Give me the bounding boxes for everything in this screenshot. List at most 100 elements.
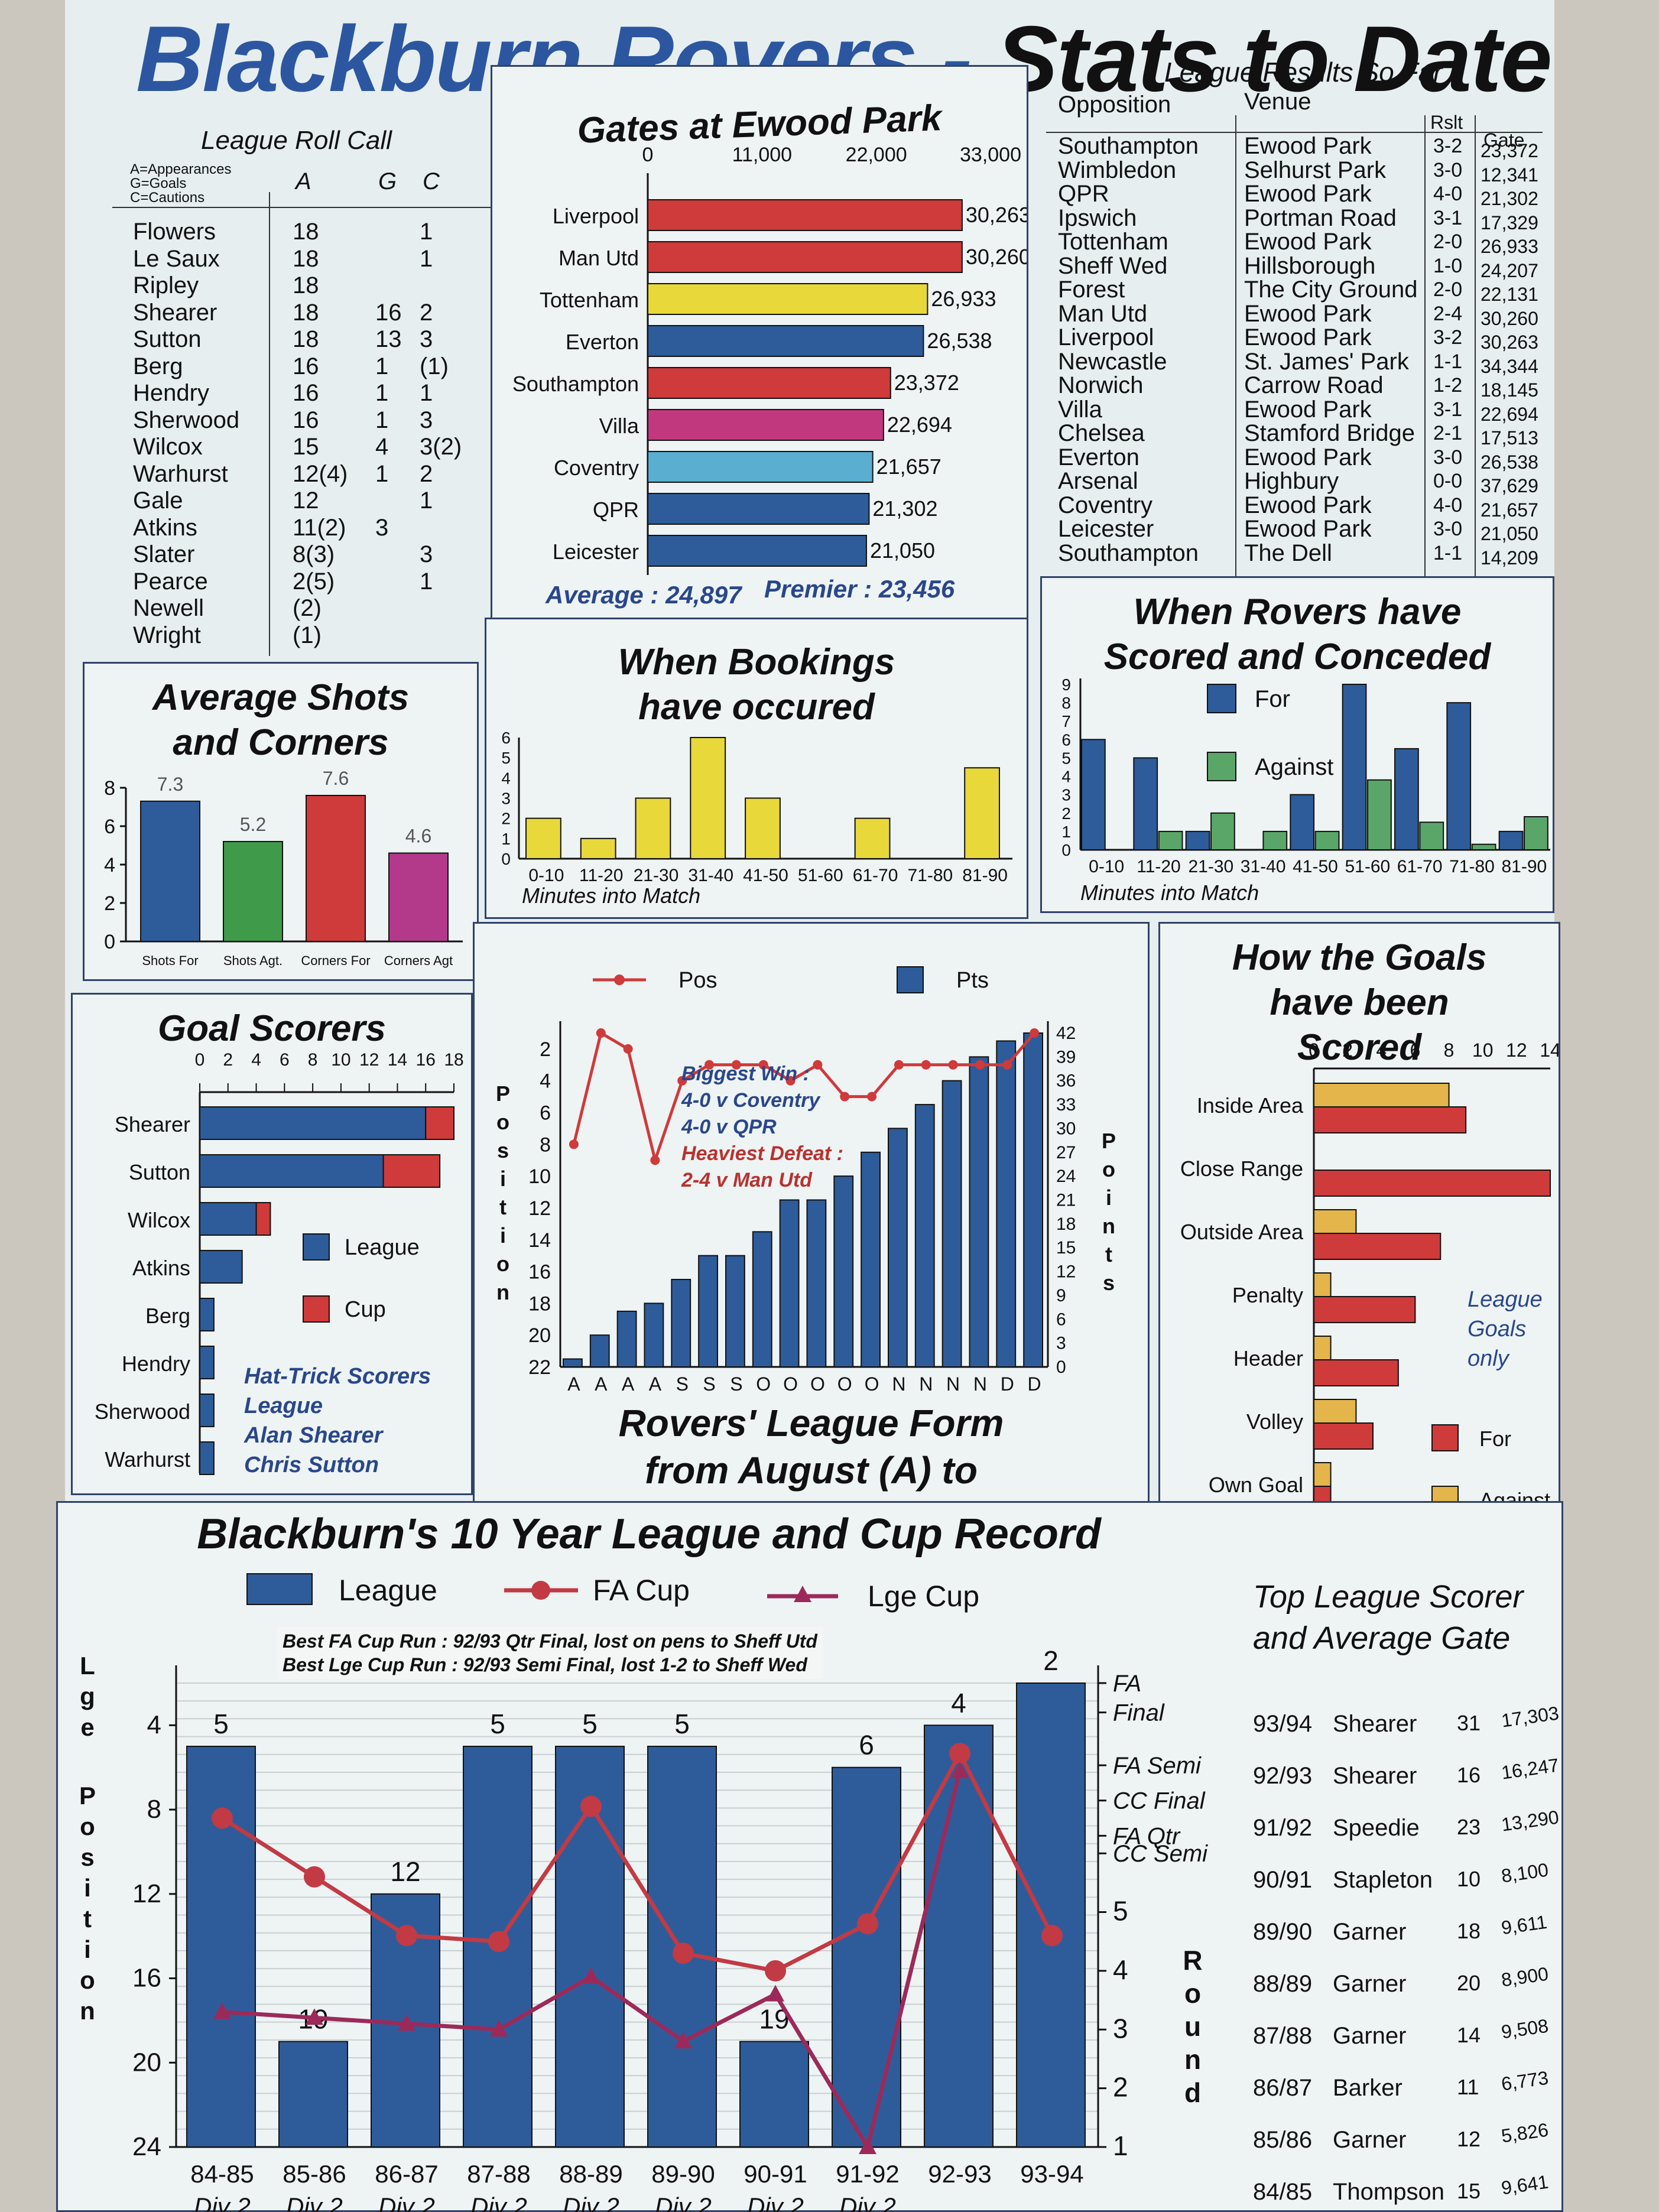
form-position-point bbox=[704, 1060, 715, 1070]
hat-trick-line-3: Chris Sutton bbox=[244, 1453, 379, 1477]
ten-left-title-letter: t bbox=[83, 1905, 92, 1932]
form-right-axis-title-letter: t bbox=[1105, 1242, 1112, 1266]
top-scorer-name: Shearer bbox=[1333, 1763, 1417, 1789]
roll-goals: 13 bbox=[375, 326, 402, 352]
result-gate: 34,344 bbox=[1481, 355, 1538, 377]
result-venue: Ewood Park bbox=[1244, 229, 1372, 255]
form-legend-pos-point bbox=[614, 975, 625, 985]
result-opposition: Liverpool bbox=[1058, 324, 1154, 350]
roll-cautions: 1 bbox=[420, 245, 433, 272]
result-gate: 21,302 bbox=[1481, 188, 1538, 209]
hat-trick-line-0: Hat-Trick Scorers bbox=[244, 1364, 431, 1389]
result-score: 3-1 bbox=[1433, 206, 1463, 229]
result-gate: 26,538 bbox=[1481, 451, 1538, 473]
form-position-point bbox=[867, 1092, 877, 1102]
how-goals-chart: 0 2 4 6 8 10 12 14 Inside Area Close Range Outside… bbox=[1180, 1040, 1559, 1521]
ten-left-title-letter: P bbox=[79, 1782, 96, 1810]
scored-bar-against bbox=[1158, 830, 1183, 850]
ten-year-panel: Blackburn's 10 Year League and Cup Recor… bbox=[56, 1501, 1563, 2212]
shots-category: Corners Agt bbox=[384, 953, 453, 968]
roll-call-legend-0: A=Appearances bbox=[130, 161, 232, 177]
result-opposition: Man Utd bbox=[1058, 300, 1148, 327]
form-position-point bbox=[975, 1060, 985, 1070]
result-venue: Ewood Park bbox=[1244, 133, 1372, 159]
how-category: Inside Area bbox=[1197, 1093, 1304, 1118]
scorers-bar-league bbox=[199, 1154, 384, 1188]
roll-apps: 18 bbox=[293, 272, 319, 298]
ten-fa-cup-point bbox=[857, 1913, 878, 1935]
how-category: Header bbox=[1233, 1346, 1303, 1370]
result-score: 1-0 bbox=[1433, 254, 1463, 277]
roll-apps: 8(3) bbox=[293, 541, 335, 567]
form-x-label: D bbox=[1001, 1373, 1014, 1395]
scored-bar-against bbox=[1419, 821, 1444, 851]
ten-lge-cup-point bbox=[674, 2032, 692, 2049]
ten-lge-cup-point bbox=[490, 2020, 508, 2037]
roll-goals: 3 bbox=[375, 514, 389, 541]
scored-category: 11-20 bbox=[1137, 857, 1181, 876]
shots-chart: 0 2 4 6 8 7.3 Shots For 5.2 Shots Agt. 7.6 Corners… bbox=[104, 768, 463, 968]
how-goals-title: How the Goals have been Scored bbox=[1232, 937, 1487, 1068]
scored-bar-against bbox=[1367, 779, 1392, 850]
roll-cautions: (1) bbox=[420, 353, 449, 379]
ten-league-value: 2 bbox=[1043, 1645, 1059, 1676]
result-score: 3-0 bbox=[1433, 518, 1463, 540]
scored-category: 61-70 bbox=[1397, 857, 1443, 876]
form-x-label: A bbox=[649, 1373, 662, 1395]
form-x-label: S bbox=[730, 1373, 742, 1395]
form-points-bar bbox=[563, 1358, 583, 1368]
form-legend-pos: Pos bbox=[678, 968, 717, 993]
result-score: 2-0 bbox=[1433, 278, 1463, 301]
ten-league-bar bbox=[186, 1746, 256, 2148]
top-scorer-name: Speedie bbox=[1333, 1815, 1420, 1841]
gates-value-label: 26,933 bbox=[931, 287, 996, 311]
form-position-point bbox=[894, 1060, 904, 1070]
ten-lge-cup-point bbox=[306, 2008, 323, 2025]
ten-fa-cup-point bbox=[396, 1925, 417, 1947]
results-header-venue: Venue bbox=[1244, 89, 1311, 115]
gates-bar bbox=[647, 199, 963, 231]
result-score: 3-1 bbox=[1433, 398, 1463, 421]
result-score: 4-0 bbox=[1433, 493, 1463, 517]
bookings-ytick: 4 bbox=[501, 769, 511, 787]
ten-lge-cup-point bbox=[859, 2138, 876, 2154]
result-venue: Carrow Road bbox=[1244, 372, 1384, 398]
ten-season-label: 93-94 bbox=[1020, 2160, 1083, 2188]
bookings-ytick: 2 bbox=[501, 810, 511, 828]
top-season: 90/91 bbox=[1253, 1867, 1313, 1893]
roll-goals: 4 bbox=[375, 434, 389, 460]
scored-category: 21-30 bbox=[1188, 857, 1233, 876]
hat-trick-line-2: Alan Shearer bbox=[244, 1423, 383, 1448]
form-right-tick: 36 bbox=[1056, 1071, 1076, 1091]
scored-legend-against: Against bbox=[1255, 754, 1333, 780]
ten-left-title-letter: i bbox=[84, 1874, 91, 1902]
scored-ytick: 6 bbox=[1061, 730, 1071, 749]
form-left-axis-title-letter: s bbox=[497, 1138, 509, 1162]
shots-bar bbox=[388, 852, 449, 942]
ten-right-title-letter: n bbox=[1184, 2044, 1201, 2075]
form-left-tick: 8 bbox=[540, 1133, 551, 1156]
ten-lge-cup-point bbox=[951, 1762, 969, 1779]
result-opposition: Ipswich bbox=[1058, 204, 1137, 231]
ten-fa-cup-point bbox=[949, 1743, 970, 1765]
gates-category: Leicester bbox=[553, 540, 639, 564]
ten-season-label: 88-89 bbox=[559, 2160, 622, 2188]
scorers-bar-league bbox=[199, 1346, 215, 1379]
form-points-bar bbox=[752, 1231, 772, 1368]
scorers-legend-league: League bbox=[345, 1235, 420, 1260]
top-goals: 11 bbox=[1457, 2075, 1479, 2099]
scored-title: When Rovers have Scored and Conceded bbox=[1103, 592, 1491, 677]
ten-right-tick: 3 bbox=[1113, 2013, 1128, 2044]
page-title: Blackburn Rovers - Stats to Date bbox=[136, 7, 1552, 111]
result-venue: Selhurst Park bbox=[1244, 157, 1387, 183]
result-score: 3-0 bbox=[1433, 446, 1463, 469]
roll-name: Ripley bbox=[133, 272, 199, 298]
ten-left-title-letter: L bbox=[80, 1652, 95, 1680]
result-score: 4-0 bbox=[1433, 183, 1463, 205]
how-bar-for bbox=[1313, 1106, 1467, 1133]
roll-apps: 16 bbox=[293, 380, 319, 406]
top-season: 87/88 bbox=[1253, 2023, 1313, 2049]
form-position-point bbox=[677, 1076, 687, 1086]
